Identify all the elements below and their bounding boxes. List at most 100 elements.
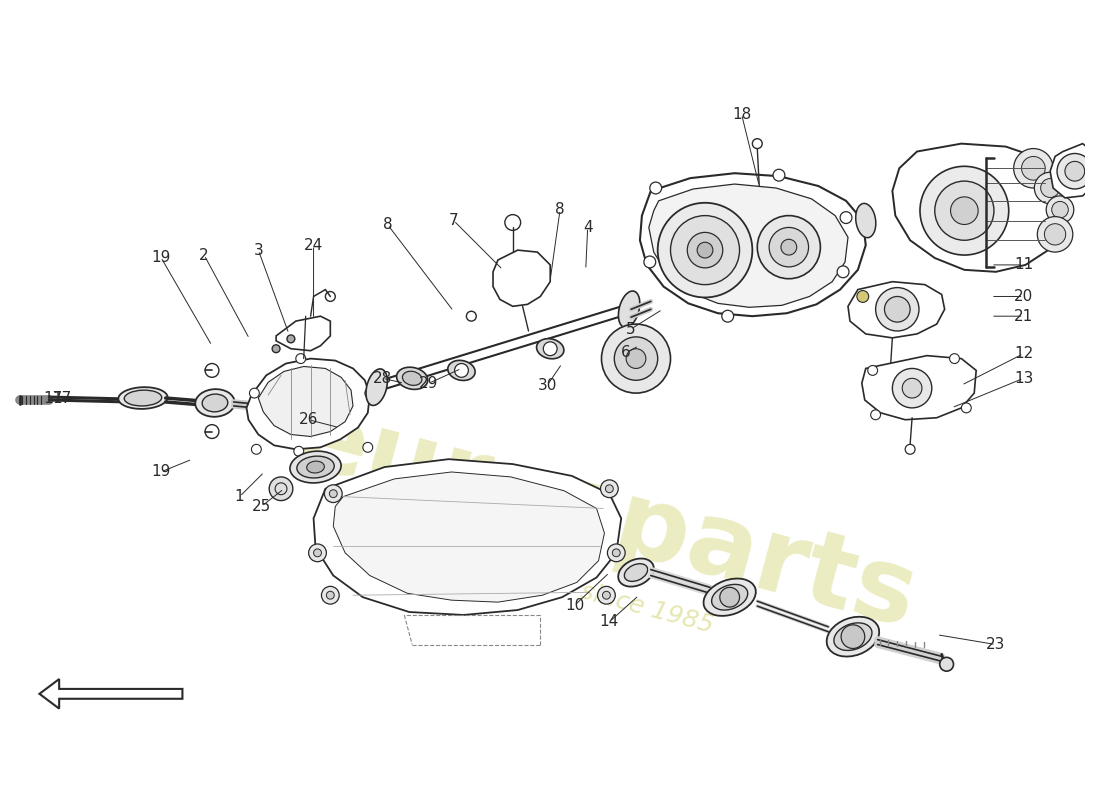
Text: eurosparts: eurosparts <box>286 387 927 650</box>
Ellipse shape <box>307 461 324 473</box>
Circle shape <box>1034 172 1066 204</box>
Text: 19: 19 <box>151 250 170 265</box>
Ellipse shape <box>202 394 228 412</box>
Text: 5: 5 <box>626 322 636 337</box>
Polygon shape <box>861 356 976 420</box>
Ellipse shape <box>618 558 653 586</box>
Text: 3: 3 <box>253 242 263 258</box>
Text: 4: 4 <box>583 220 593 235</box>
Circle shape <box>605 485 614 493</box>
Text: 24: 24 <box>304 238 323 253</box>
Polygon shape <box>314 459 622 615</box>
Polygon shape <box>1050 144 1094 198</box>
Ellipse shape <box>704 578 756 616</box>
Ellipse shape <box>537 338 564 358</box>
Circle shape <box>769 227 808 267</box>
Circle shape <box>614 337 658 380</box>
Ellipse shape <box>403 371 422 386</box>
Circle shape <box>1046 196 1074 223</box>
Circle shape <box>697 242 713 258</box>
Circle shape <box>950 197 978 225</box>
Circle shape <box>597 586 615 604</box>
Text: 2: 2 <box>199 247 209 262</box>
Circle shape <box>365 388 375 398</box>
Text: 28: 28 <box>373 371 393 386</box>
Circle shape <box>886 367 895 378</box>
Ellipse shape <box>290 451 341 483</box>
Text: 10: 10 <box>565 598 584 613</box>
Circle shape <box>309 544 327 562</box>
Circle shape <box>329 490 338 498</box>
Circle shape <box>272 345 280 353</box>
Circle shape <box>773 170 785 181</box>
Circle shape <box>602 324 671 393</box>
Circle shape <box>892 369 932 408</box>
Polygon shape <box>40 679 183 709</box>
Circle shape <box>250 388 260 398</box>
Text: 8: 8 <box>383 217 393 232</box>
Text: 11: 11 <box>1014 258 1033 273</box>
Circle shape <box>722 310 734 322</box>
Polygon shape <box>493 250 550 306</box>
Circle shape <box>1065 162 1085 181</box>
Text: 17: 17 <box>53 390 72 406</box>
Polygon shape <box>333 472 604 602</box>
Circle shape <box>1041 178 1059 198</box>
Polygon shape <box>892 144 1067 272</box>
Ellipse shape <box>618 291 640 327</box>
Circle shape <box>688 232 723 268</box>
Circle shape <box>902 378 922 398</box>
Circle shape <box>876 287 918 331</box>
Circle shape <box>1057 154 1092 189</box>
Ellipse shape <box>119 387 167 409</box>
Ellipse shape <box>366 369 387 406</box>
Circle shape <box>1014 149 1053 188</box>
Circle shape <box>781 239 796 255</box>
Ellipse shape <box>856 203 876 238</box>
Text: 13: 13 <box>1014 371 1033 386</box>
Circle shape <box>270 477 293 501</box>
Circle shape <box>905 444 915 454</box>
Circle shape <box>324 485 342 502</box>
Ellipse shape <box>712 584 748 610</box>
Text: 29: 29 <box>419 376 439 390</box>
Circle shape <box>935 181 994 240</box>
Text: 6: 6 <box>621 345 631 360</box>
Circle shape <box>252 444 262 454</box>
Polygon shape <box>246 358 370 450</box>
Text: a passion for parts since 1985: a passion for parts since 1985 <box>345 517 716 638</box>
Circle shape <box>1052 202 1068 218</box>
Circle shape <box>601 480 618 498</box>
Ellipse shape <box>448 360 475 381</box>
Circle shape <box>607 544 625 562</box>
Circle shape <box>466 311 476 321</box>
Ellipse shape <box>297 456 334 478</box>
Text: 23: 23 <box>987 637 1005 652</box>
Circle shape <box>454 363 469 378</box>
Text: 12: 12 <box>1014 346 1033 361</box>
Circle shape <box>536 280 546 290</box>
Circle shape <box>920 166 1009 255</box>
Polygon shape <box>649 184 848 307</box>
Circle shape <box>650 182 661 194</box>
Circle shape <box>327 591 334 599</box>
Circle shape <box>1037 217 1072 252</box>
Circle shape <box>757 216 821 278</box>
Circle shape <box>1044 224 1066 245</box>
Polygon shape <box>258 366 353 437</box>
Circle shape <box>658 202 752 298</box>
Text: 19: 19 <box>151 465 170 479</box>
Circle shape <box>543 342 557 356</box>
Circle shape <box>868 366 878 375</box>
Circle shape <box>626 349 646 369</box>
Polygon shape <box>640 174 866 316</box>
Circle shape <box>314 549 321 557</box>
Ellipse shape <box>834 623 872 650</box>
Circle shape <box>1022 157 1045 180</box>
Text: 1: 1 <box>234 489 244 504</box>
Text: 26: 26 <box>299 412 318 427</box>
Ellipse shape <box>827 617 879 657</box>
Circle shape <box>719 587 739 607</box>
Circle shape <box>752 138 762 149</box>
Text: 30: 30 <box>538 378 557 393</box>
